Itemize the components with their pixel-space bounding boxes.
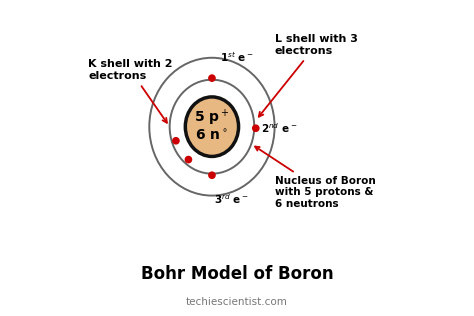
Text: L shell with 3
electrons: L shell with 3 electrons bbox=[259, 34, 357, 117]
Text: Nucleus of Boron
with 5 protons &
6 neutrons: Nucleus of Boron with 5 protons & 6 neut… bbox=[255, 147, 375, 209]
Text: techiescientist.com: techiescientist.com bbox=[186, 297, 288, 307]
Text: Bohr Model of Boron: Bohr Model of Boron bbox=[141, 265, 333, 283]
Circle shape bbox=[209, 75, 215, 81]
Ellipse shape bbox=[185, 97, 238, 156]
Circle shape bbox=[209, 172, 215, 178]
Circle shape bbox=[173, 138, 179, 144]
Text: 1$^{st}$ e$^-$: 1$^{st}$ e$^-$ bbox=[220, 50, 254, 64]
Text: K shell with 2
electrons: K shell with 2 electrons bbox=[88, 59, 173, 123]
Text: 3$^{rd}$ e$^-$: 3$^{rd}$ e$^-$ bbox=[214, 192, 249, 206]
Text: 2$^{nd}$ e$^-$: 2$^{nd}$ e$^-$ bbox=[262, 121, 298, 135]
Circle shape bbox=[185, 156, 191, 163]
Text: 6 n$^\circ$: 6 n$^\circ$ bbox=[195, 129, 228, 143]
Text: 5 p$^+$: 5 p$^+$ bbox=[194, 108, 230, 128]
Circle shape bbox=[253, 125, 259, 131]
